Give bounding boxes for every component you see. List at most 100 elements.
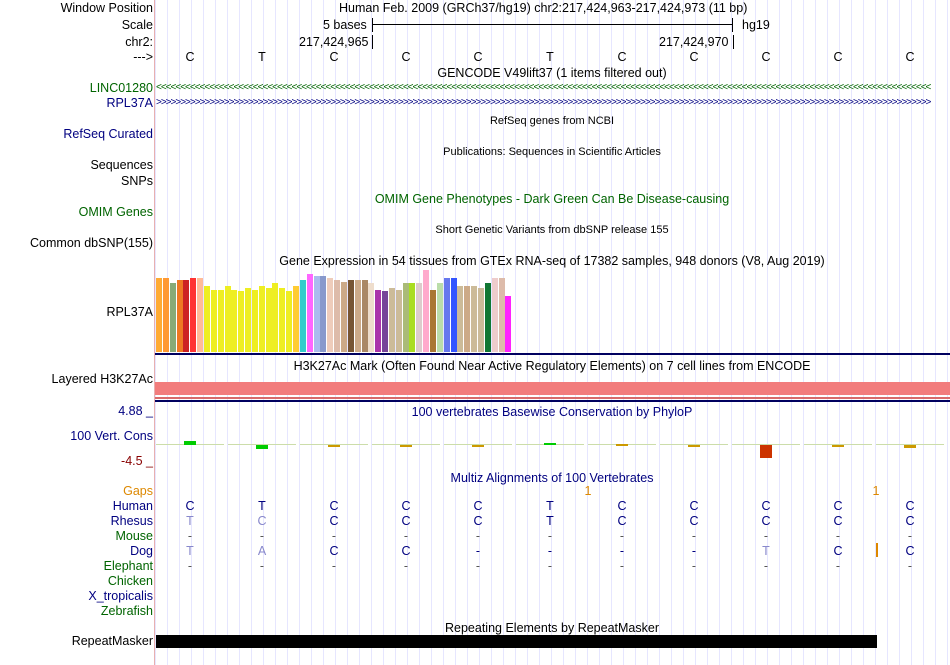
- gtex-tissue-bar[interactable]: [340, 282, 347, 352]
- track-label-repeatmasker[interactable]: RepeatMasker: [71, 634, 153, 648]
- gtex-tissue-bar[interactable]: [299, 280, 306, 352]
- gtex-tissue-bar[interactable]: [484, 283, 491, 352]
- gtex-tissue-bar[interactable]: [443, 278, 450, 352]
- gtex-tissue-bar[interactable]: [354, 280, 361, 352]
- gtex-tissue-bar[interactable]: [251, 290, 258, 352]
- phylop-score-mark[interactable]: [256, 445, 268, 449]
- species-label-rhesus[interactable]: Rhesus: [110, 514, 153, 528]
- species-label-human[interactable]: Human: [112, 499, 153, 513]
- track-label-common-dbsnp[interactable]: Common dbSNP(155): [30, 236, 153, 250]
- phylop-baseline-segment: [804, 444, 872, 445]
- gtex-tissue-bar[interactable]: [197, 278, 204, 352]
- phylop-conservation-plot[interactable]: [155, 425, 950, 465]
- coord-right: 217,424,970: [659, 35, 729, 49]
- gtex-tissue-bar[interactable]: [320, 276, 327, 352]
- repeat-element-block[interactable]: [156, 635, 877, 648]
- alignment-base-mouse: -: [907, 529, 913, 543]
- track-label-linc01280[interactable]: LINC01280: [89, 81, 153, 95]
- alignment-base-mouse: -: [763, 529, 769, 543]
- gtex-tissue-bar[interactable]: [265, 288, 272, 352]
- track-label-refseq[interactable]: RefSeq Curated: [63, 127, 153, 141]
- phylop-score-mark[interactable]: [904, 445, 916, 448]
- phylop-score-mark[interactable]: [328, 445, 340, 447]
- gtex-tissue-bar[interactable]: [293, 286, 299, 352]
- gtex-tissue-bar[interactable]: [395, 290, 402, 352]
- gtex-tissue-bar[interactable]: [156, 278, 162, 352]
- gtex-tissue-bar[interactable]: [368, 283, 375, 352]
- gtex-tissue-bar[interactable]: [471, 286, 478, 352]
- gtex-tissue-bar[interactable]: [491, 278, 498, 352]
- gtex-tissue-bar[interactable]: [409, 283, 416, 352]
- gtex-tissue-bar[interactable]: [279, 288, 286, 352]
- gtex-tissue-bar[interactable]: [245, 288, 252, 352]
- gtex-tissue-bar[interactable]: [388, 288, 395, 352]
- gtex-tissue-bar[interactable]: [217, 290, 224, 352]
- alignment-base-dog: T: [186, 544, 194, 558]
- linc01280-gene-line[interactable]: <<<<<<<<<<<<<<<<<<<<<<<<<<<<<<<<<<<<<<<<…: [156, 82, 931, 93]
- track-label-h3k27ac[interactable]: Layered H3K27Ac: [51, 372, 153, 386]
- gtex-tissue-bar[interactable]: [334, 280, 341, 352]
- gtex-tissue-bar[interactable]: [258, 286, 265, 352]
- alignment-base-rhesus: C: [257, 514, 267, 528]
- species-label-mouse[interactable]: Mouse: [115, 529, 153, 543]
- alignment-base-elephant: -: [475, 559, 481, 573]
- gtex-tissue-bar[interactable]: [505, 296, 512, 352]
- gtex-tissue-bar[interactable]: [436, 283, 443, 352]
- phylop-score-mark[interactable]: [472, 445, 484, 447]
- species-label-dog[interactable]: Dog: [130, 544, 153, 558]
- gtex-tissue-bar[interactable]: [306, 274, 313, 352]
- gtex-tissue-bar[interactable]: [375, 290, 382, 352]
- gtex-tissue-bar[interactable]: [416, 283, 423, 352]
- gtex-tissue-bar[interactable]: [190, 278, 197, 352]
- gtex-bar-chart[interactable]: [156, 268, 536, 352]
- gtex-tissue-bar[interactable]: [477, 288, 484, 352]
- gtex-tissue-bar[interactable]: [347, 280, 354, 352]
- gtex-tissue-bar[interactable]: [224, 286, 231, 352]
- gtex-tissue-bar[interactable]: [361, 280, 368, 352]
- coord-tick-right: [733, 35, 734, 49]
- gtex-tissue-bar[interactable]: [457, 286, 464, 352]
- gtex-tissue-bar[interactable]: [313, 276, 320, 352]
- gtex-tissue-bar[interactable]: [286, 291, 293, 352]
- track-label-gtex-gene[interactable]: RPL37A: [106, 305, 153, 319]
- h3k27ac-signal-band-lower[interactable]: [155, 397, 950, 399]
- gtex-tissue-bar[interactable]: [183, 280, 190, 352]
- gtex-tissue-bar[interactable]: [176, 280, 183, 352]
- gtex-tissue-bar[interactable]: [430, 290, 436, 352]
- gtex-tissue-bar[interactable]: [464, 286, 471, 352]
- phylop-score-mark[interactable]: [400, 445, 412, 447]
- gtex-tissue-bar[interactable]: [169, 283, 176, 352]
- track-label-sequences[interactable]: Sequences: [90, 158, 153, 172]
- species-label-elephant[interactable]: Elephant: [103, 559, 153, 573]
- gtex-tissue-bar[interactable]: [231, 290, 238, 352]
- gtex-tissue-bar[interactable]: [210, 290, 217, 352]
- species-label-chicken[interactable]: Chicken: [107, 574, 153, 588]
- gtex-tissue-bar[interactable]: [450, 278, 457, 352]
- phylop-score-mark[interactable]: [688, 445, 700, 447]
- rpl37a-gene-line[interactable]: >>>>>>>>>>>>>>>>>>>>>>>>>>>>>>>>>>>>>>>>…: [156, 97, 931, 108]
- track-label-omim[interactable]: OMIM Genes: [78, 205, 153, 219]
- alignment-base-gaps: 1: [584, 484, 592, 498]
- gtex-tissue-bar[interactable]: [423, 270, 430, 352]
- gtex-tissue-bar[interactable]: [382, 291, 389, 352]
- gtex-tissue-bar[interactable]: [402, 283, 409, 352]
- track-label-rpl37a[interactable]: RPL37A: [106, 96, 153, 110]
- gtex-tissue-bar[interactable]: [162, 278, 169, 352]
- phylop-score-mark[interactable]: [184, 441, 196, 445]
- gtex-tissue-bar[interactable]: [238, 291, 245, 352]
- omim-title: OMIM Gene Phenotypes - Dark Green Can Be…: [374, 192, 730, 206]
- gtex-tissue-bar[interactable]: [203, 286, 210, 352]
- track-label-gaps[interactable]: Gaps: [123, 484, 153, 498]
- phylop-score-mark[interactable]: [832, 445, 844, 447]
- gtex-tissue-bar[interactable]: [327, 278, 334, 352]
- track-label-100-vert-cons[interactable]: 100 Vert. Cons: [70, 429, 153, 443]
- h3k27ac-signal-band[interactable]: [155, 382, 950, 395]
- gtex-tissue-bar[interactable]: [272, 283, 279, 352]
- species-label-zebrafish[interactable]: Zebrafish: [100, 604, 153, 618]
- phylop-score-mark[interactable]: [760, 445, 772, 458]
- species-label-xtropicalis[interactable]: X_tropicalis: [88, 589, 153, 603]
- phylop-score-mark[interactable]: [544, 443, 556, 445]
- gtex-tissue-bar[interactable]: [498, 278, 505, 352]
- phylop-score-mark[interactable]: [616, 444, 628, 446]
- track-label-snps[interactable]: SNPs: [121, 174, 153, 188]
